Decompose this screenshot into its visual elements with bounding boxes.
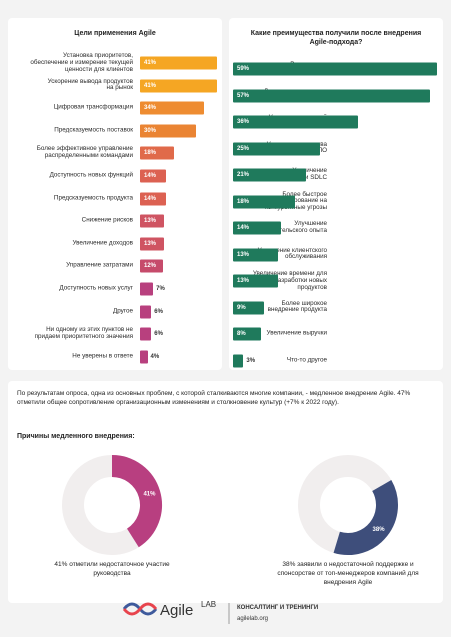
- category-label: Предсказуемость поставок: [54, 126, 133, 134]
- value-label: 25%: [237, 145, 250, 152]
- bar: [140, 56, 218, 70]
- value-label: 4%: [150, 353, 160, 360]
- value-label: 14%: [237, 225, 250, 231]
- value-label: 9%: [237, 304, 246, 311]
- chart-title: Цели применения Agile: [74, 30, 156, 37]
- value-label: 13%: [144, 240, 157, 247]
- brand: Agile: [160, 602, 194, 619]
- value-label: 12%: [144, 263, 157, 270]
- category-label: Увеличение доходов: [72, 239, 133, 247]
- category-label: Управление затратами: [66, 261, 133, 269]
- category-label: Ускорение вывода продуктов на рынок: [47, 77, 133, 92]
- donut-segment: [111, 455, 162, 548]
- donut-segment: [333, 480, 398, 555]
- bar: [233, 301, 265, 314]
- bar: [140, 169, 167, 183]
- bar: [140, 101, 204, 115]
- bar: [233, 142, 320, 155]
- category-label: Другое: [112, 307, 133, 315]
- bar: [140, 79, 218, 93]
- bar: [233, 62, 438, 76]
- value-label: 6%: [154, 331, 163, 338]
- value-label: 3%: [246, 357, 256, 364]
- brand-sup: LAB: [201, 600, 217, 609]
- category-label: Не уверены в ответе: [72, 352, 133, 360]
- card: [229, 18, 443, 370]
- category-label: Более широкое внедрение продукта: [267, 299, 327, 314]
- category-label: Снижение рисков: [81, 216, 133, 224]
- bar: [233, 89, 431, 102]
- value-label: 41%: [144, 60, 157, 66]
- category-label: Цифровая трансформация: [53, 103, 133, 111]
- bar: [140, 146, 174, 160]
- bar: [140, 350, 148, 364]
- bar: [233, 115, 358, 129]
- site: agilelab.org: [237, 616, 269, 622]
- card: [8, 18, 222, 370]
- value-label: 36%: [237, 119, 250, 125]
- bar: [233, 354, 244, 367]
- value-label: 30%: [144, 127, 157, 134]
- value-label: 6%: [154, 308, 163, 315]
- category-label: Установка приоритетов, обеспечение и изм…: [30, 51, 133, 73]
- value-label: 7%: [156, 286, 165, 292]
- value-label: 59%: [237, 66, 250, 72]
- category-label: Более эффективное управление распределен…: [36, 145, 133, 160]
- value-label: 18%: [237, 198, 250, 205]
- logo: [122, 602, 158, 616]
- bar: [140, 259, 163, 273]
- chart-title: Какие преимущества получили после внедре…: [250, 30, 422, 46]
- bar: [233, 221, 282, 235]
- caption: 38% заявили о недостаточной поддержке и …: [277, 561, 419, 586]
- bar: [233, 248, 278, 261]
- value-label: 14%: [144, 173, 157, 179]
- bar: [140, 124, 197, 138]
- bar: [140, 282, 154, 296]
- value-label: 14%: [144, 195, 157, 202]
- category-label: Увеличение выручки: [266, 329, 327, 337]
- value-label: 18%: [144, 150, 157, 157]
- intro: По результатам опроса, одна из основных …: [17, 390, 411, 406]
- value-label: 21%: [237, 172, 250, 178]
- category-label: Что-то другое: [286, 356, 327, 364]
- tagline: КОНСАЛТИНГ И ТРЕНИНГИ: [237, 605, 319, 611]
- value-label: 13%: [237, 278, 250, 284]
- value-label: 13%: [237, 251, 250, 258]
- value-label: 34%: [144, 105, 157, 112]
- category-label: Увеличение времени для разработки новых …: [252, 269, 327, 291]
- bar: [140, 305, 152, 319]
- bar: [233, 195, 296, 208]
- value-label: 41%: [143, 492, 156, 498]
- category-label: Доступность новых услуг: [59, 284, 133, 292]
- bar: [140, 192, 167, 206]
- value-label: 38%: [373, 527, 386, 533]
- bar: [233, 274, 278, 288]
- value-label: 13%: [144, 218, 157, 225]
- category-label: Предсказуемость продукта: [53, 194, 133, 202]
- caption: 41% отметили недостаточное участие руков…: [54, 561, 170, 577]
- value-label: 57%: [237, 92, 250, 99]
- category-label: Ни одному из этих пунктов не придаем при…: [34, 326, 133, 341]
- bar: [140, 214, 165, 228]
- section-title: Причины медленного внедрения:: [17, 433, 135, 440]
- value-label: 8%: [237, 331, 246, 337]
- value-label: 41%: [144, 82, 157, 89]
- category-label: Доступность новых функций: [49, 171, 133, 179]
- bar: [233, 327, 261, 341]
- bar: [140, 237, 165, 251]
- bar: [140, 327, 152, 341]
- bar: [233, 168, 306, 182]
